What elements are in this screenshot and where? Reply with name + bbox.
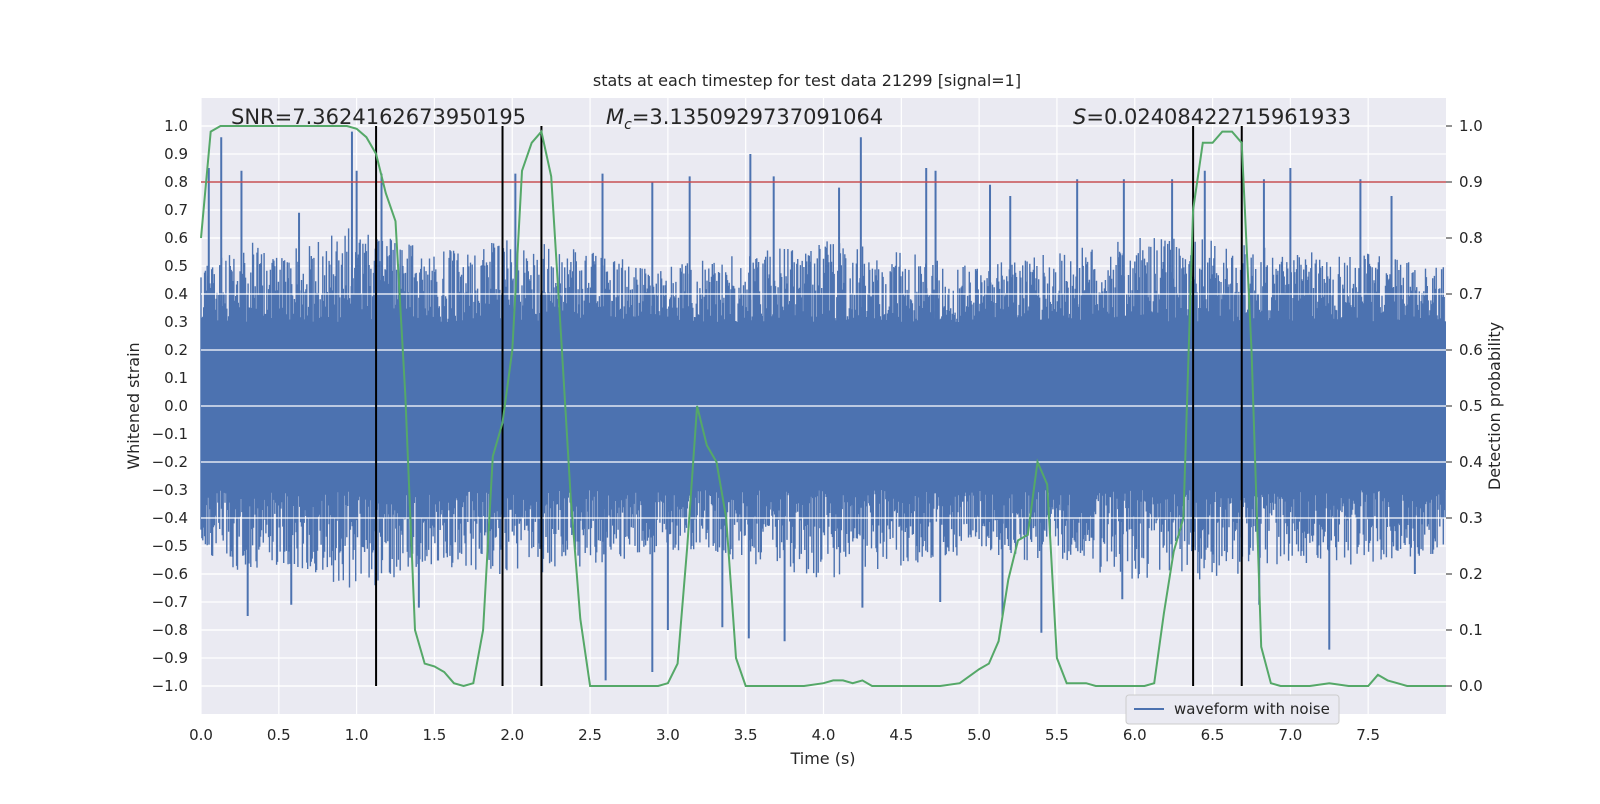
x-tick-label: 1.0 — [345, 726, 369, 744]
y-tick-label: −0.9 — [152, 649, 188, 667]
x-tick-label: 3.5 — [734, 726, 758, 744]
x-tick-label: 6.0 — [1123, 726, 1147, 744]
y-tick-label: −0.1 — [152, 425, 188, 443]
y-tick-label: 0.7 — [164, 201, 188, 219]
y-axis-label: Whitened strain — [124, 342, 143, 469]
y2-tick-label: 1.0 — [1459, 117, 1483, 135]
y-tick-label: −0.5 — [152, 537, 188, 555]
x-tick-label: 0.5 — [267, 726, 291, 744]
y2-tick-label: 0.0 — [1459, 677, 1483, 695]
y-tick-label: −0.8 — [152, 621, 188, 639]
x-tick-label: 2.5 — [578, 726, 602, 744]
x-tick-label: 0.0 — [189, 726, 213, 744]
x-tick-label: 4.0 — [812, 726, 836, 744]
chart-title: stats at each timestep for test data 212… — [593, 71, 1021, 90]
y-tick-label: 0.1 — [164, 369, 188, 387]
probability-line — [200, 125, 1446, 688]
chirp-mass-subscript: c — [624, 117, 632, 133]
x-tick-label: 7.5 — [1356, 726, 1380, 744]
y2-tick-label: 0.3 — [1459, 509, 1483, 527]
legend-label: waveform with noise — [1174, 700, 1330, 718]
y2-tick-label: 0.4 — [1459, 453, 1483, 471]
y2-axis-label: Detection probability — [1485, 322, 1504, 490]
y-tick-label: −0.7 — [152, 593, 188, 611]
y2-tick-label: 0.7 — [1459, 285, 1483, 303]
y-tick-label: 0.5 — [164, 257, 188, 275]
y-tick-label: 0.0 — [164, 397, 188, 415]
y-tick-label: 1.0 — [164, 117, 188, 135]
x-axis-ticks: 0.0 0.5 1.0 1.5 2.0 2.5 3.0 3.5 4.0 4.5 5.0 5.5 6.0 6… — [189, 726, 1380, 744]
s-annotation: S=0.02408422715961933 — [1073, 105, 1351, 129]
y-axis-ticks: 1.0 0.9 0.8 0.7 0.6 0.5 0.4 0.3 0.2 0.1 0.0 −0.1 −0.… — [152, 117, 188, 695]
snr-annotation: SNR=7.3624162673950195 — [231, 105, 526, 129]
s-symbol: S — [1073, 105, 1086, 129]
chirp-mass-symbol: M — [606, 105, 624, 129]
legend-box — [1125, 694, 1340, 725]
x-axis-label: Time (s) — [789, 749, 855, 768]
x-tick-label: 7.0 — [1278, 726, 1302, 744]
chirp-mass-annotation: Mc=3.1350929737091064 — [606, 105, 883, 133]
y2-tick-label: 0.5 — [1459, 397, 1483, 415]
y2-tick-label: 0.1 — [1459, 621, 1483, 639]
y-tick-label: −1.0 — [152, 677, 188, 695]
y2-axis-ticks: 1.0 0.9 0.8 0.7 0.6 0.5 0.4 0.3 0.2 0.1 0.0 — [1446, 117, 1483, 695]
y2-tick-label: 0.2 — [1459, 565, 1483, 583]
probability-series — [200, 125, 1446, 688]
y-tick-label: 0.3 — [164, 313, 188, 331]
y-tick-label: −0.3 — [152, 481, 188, 499]
x-tick-label: 6.5 — [1201, 726, 1225, 744]
y2-tick-label: 0.8 — [1459, 229, 1483, 247]
x-tick-label: 2.0 — [500, 726, 524, 744]
y-tick-label: 0.4 — [164, 285, 188, 303]
x-tick-label: 5.0 — [967, 726, 991, 744]
y-tick-label: −0.4 — [152, 509, 188, 527]
y2-tick-label: 0.6 — [1459, 341, 1483, 359]
y-tick-label: 0.9 — [164, 145, 188, 163]
x-tick-label: 5.5 — [1045, 726, 1069, 744]
y2-tick-label: 0.9 — [1459, 173, 1483, 191]
x-tick-label: 4.5 — [889, 726, 913, 744]
y-tick-label: −0.2 — [152, 453, 188, 471]
event-lines-group — [375, 126, 1243, 686]
y-tick-label: 0.6 — [164, 229, 188, 247]
legend: waveform with noise — [1125, 694, 1340, 725]
y-tick-label: 0.8 — [164, 173, 188, 191]
x-tick-label: 1.5 — [423, 726, 447, 744]
chirp-mass-value: =3.1350929737091064 — [632, 105, 883, 129]
y-tick-label: 0.2 — [164, 341, 188, 359]
x-tick-label: 3.0 — [656, 726, 680, 744]
y-tick-label: −0.6 — [152, 565, 188, 583]
s-value: =0.02408422715961933 — [1086, 105, 1351, 129]
